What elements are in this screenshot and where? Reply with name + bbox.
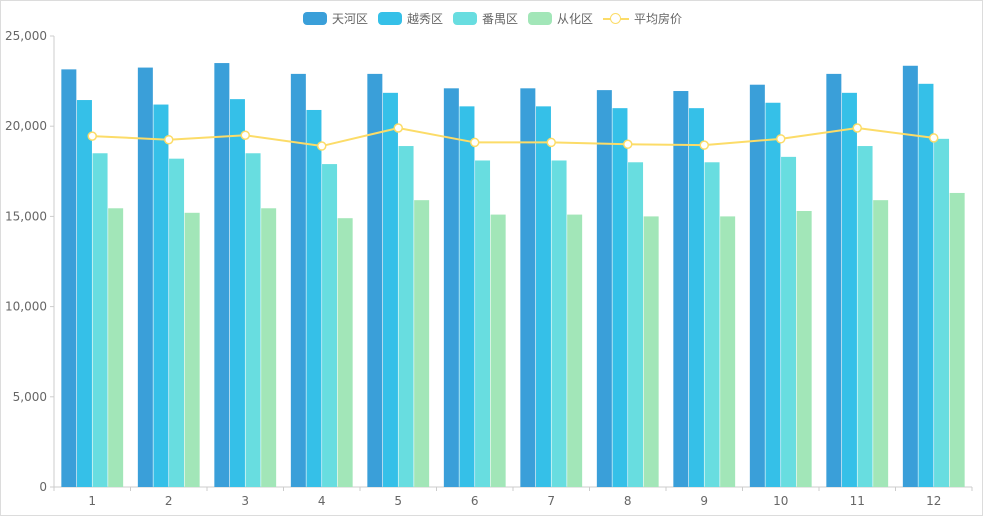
bar-4-12 bbox=[949, 192, 965, 487]
average-price-point-8 bbox=[623, 139, 633, 149]
average-price-point-3 bbox=[240, 130, 250, 140]
x-tick-label: 5 bbox=[394, 494, 402, 508]
average-price-point-6 bbox=[470, 137, 480, 148]
bar-4-7 bbox=[567, 214, 583, 487]
average-price-point-2 bbox=[164, 134, 174, 145]
bar-4-6 bbox=[490, 214, 506, 487]
average-price-point-7 bbox=[546, 137, 556, 148]
bar-3-9 bbox=[704, 162, 720, 487]
bar-2-2 bbox=[153, 104, 169, 487]
bar-1-11 bbox=[826, 73, 842, 487]
bar-3-12 bbox=[934, 138, 950, 487]
bar-2-9 bbox=[688, 108, 704, 487]
bar-4-10 bbox=[796, 210, 812, 487]
average-price-point-11 bbox=[852, 123, 862, 133]
bar-1-5 bbox=[367, 73, 383, 487]
bar-3-6 bbox=[475, 160, 491, 487]
legend-item-yuexiu[interactable]: 越秀区 bbox=[377, 10, 443, 27]
average-price-point-1 bbox=[87, 131, 97, 141]
legend-item-panyu[interactable]: 番禺区 bbox=[452, 10, 518, 27]
bar-3-10 bbox=[781, 156, 797, 488]
bar-4-2 bbox=[184, 212, 200, 488]
bar-2-11 bbox=[841, 92, 857, 488]
bar-1-6 bbox=[443, 88, 459, 487]
bar-1-1 bbox=[61, 69, 77, 488]
average-price-line bbox=[92, 126, 934, 148]
bar-2-12 bbox=[918, 83, 934, 487]
x-tick-label: 11 bbox=[850, 494, 865, 508]
y-tick-label: 0 bbox=[39, 480, 47, 494]
bar-4-4 bbox=[337, 218, 353, 488]
legend-swatch-panyu bbox=[452, 11, 477, 25]
bar-2-6 bbox=[459, 106, 475, 487]
legend-label-tianhe: 天河区 bbox=[331, 11, 368, 26]
x-tick-label: 4 bbox=[318, 494, 326, 508]
y-tick-label: 5,000 bbox=[13, 390, 47, 404]
bar-2-4 bbox=[306, 109, 322, 488]
x-tick-label: 9 bbox=[700, 494, 708, 508]
bar-4-1 bbox=[108, 208, 124, 488]
bar-4-11 bbox=[873, 200, 889, 487]
bar-4-9 bbox=[720, 216, 736, 487]
average-price-point-5 bbox=[393, 123, 403, 133]
bar-1-2 bbox=[137, 67, 153, 487]
y-tick-label: 10,000 bbox=[5, 300, 47, 314]
bar-1-7 bbox=[520, 88, 536, 487]
x-tick-label: 2 bbox=[165, 494, 173, 508]
legend-swatch-yuexiu bbox=[377, 11, 402, 25]
bar-3-2 bbox=[169, 158, 185, 487]
legend-swatch-conghua bbox=[528, 11, 552, 25]
average-price-point-12 bbox=[929, 133, 939, 143]
chart-legend: 天河区 越秀区 番禺区 从化区 平均房价 bbox=[1, 8, 983, 28]
bar-2-1 bbox=[76, 100, 92, 488]
bar-1-3 bbox=[214, 63, 230, 488]
bar-2-10 bbox=[765, 102, 781, 488]
legend-swatch-tianhe bbox=[302, 11, 327, 25]
y-tick-label: 20,000 bbox=[5, 119, 47, 133]
bar-1-9 bbox=[673, 91, 689, 487]
bar-2-8 bbox=[612, 108, 628, 487]
x-tick-label: 8 bbox=[624, 494, 632, 508]
legend-item-tianhe[interactable]: 天河区 bbox=[302, 10, 368, 27]
x-tick-label: 10 bbox=[773, 494, 788, 508]
bar-4-8 bbox=[643, 216, 659, 487]
x-tick-label: 3 bbox=[241, 494, 249, 508]
bar-3-1 bbox=[92, 153, 108, 487]
average-price-point-9 bbox=[699, 140, 709, 150]
legend-item-conghua[interactable]: 从化区 bbox=[528, 10, 593, 27]
bar-1-10 bbox=[749, 84, 765, 487]
average-price-point-4 bbox=[317, 141, 327, 151]
bar-3-8 bbox=[628, 162, 644, 487]
legend-label-conghua: 从化区 bbox=[557, 11, 594, 26]
bar-3-5 bbox=[398, 146, 414, 487]
bar-2-3 bbox=[229, 99, 245, 487]
bar-2-7 bbox=[535, 106, 551, 487]
legend-label-panyu: 番禺区 bbox=[481, 11, 518, 26]
legend-label-yuexiu: 越秀区 bbox=[406, 11, 443, 26]
bar-3-3 bbox=[245, 153, 261, 487]
x-tick-label: 6 bbox=[471, 494, 479, 508]
x-tick-label: 12 bbox=[926, 494, 941, 508]
bar-4-5 bbox=[414, 200, 430, 487]
bar-4-3 bbox=[261, 208, 277, 488]
y-tick-label: 25,000 bbox=[5, 29, 47, 43]
legend-item-average-price[interactable]: 平均房价 bbox=[603, 10, 682, 27]
y-tick-label: 15,000 bbox=[5, 209, 47, 223]
bar-2-5 bbox=[382, 92, 398, 488]
bar-1-8 bbox=[596, 90, 612, 488]
bar-3-7 bbox=[551, 160, 567, 487]
bar-3-11 bbox=[857, 146, 873, 487]
x-tick-label: 7 bbox=[547, 494, 555, 508]
bar-1-12 bbox=[902, 65, 918, 488]
x-tick-label: 1 bbox=[88, 494, 96, 508]
legend-label-average-price: 平均房价 bbox=[634, 11, 683, 26]
bar-3-4 bbox=[322, 164, 338, 488]
average-price-point-10 bbox=[776, 134, 786, 144]
legend-line-marker bbox=[603, 12, 630, 25]
bar-1-4 bbox=[290, 73, 306, 487]
